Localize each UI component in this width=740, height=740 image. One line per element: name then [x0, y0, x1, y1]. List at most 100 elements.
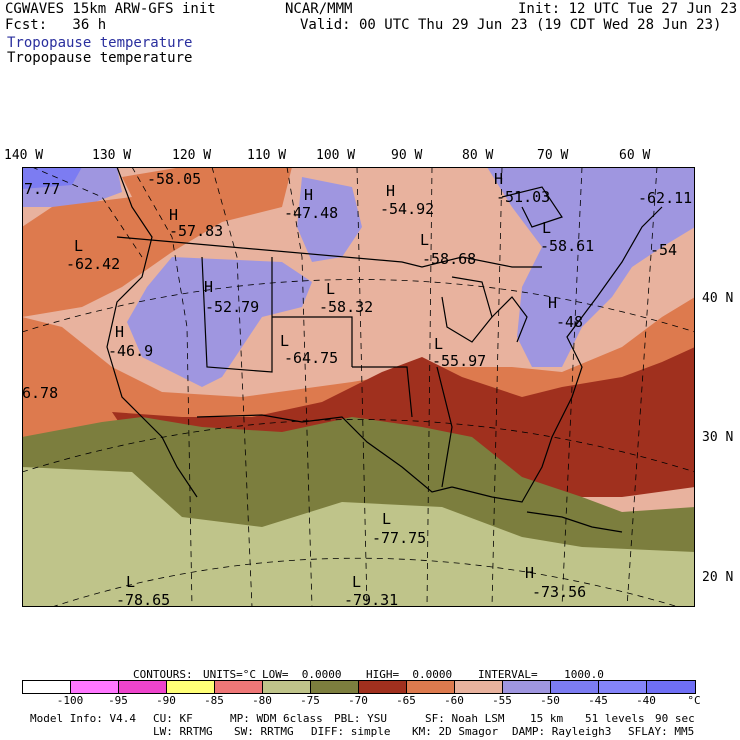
model-info: Model Info: V4.4	[30, 712, 136, 725]
shade-blue-nw	[22, 167, 82, 189]
map-value-bc: -58.05	[147, 170, 201, 188]
map-value-dakotas: -47.48	[284, 204, 338, 222]
resolution: 15 km	[530, 712, 564, 725]
colorbar-tick-label: -65	[396, 694, 416, 707]
model-title: CGWAVES 15km ARW-GFS init	[5, 1, 216, 17]
map-value-quebec: -51.03	[496, 188, 550, 206]
lon-label-60w: 60 W	[619, 148, 651, 163]
km-scheme: KM: 2D Smagor	[412, 725, 499, 738]
lon-label-130w: 130 W	[92, 148, 132, 163]
map-marker-low: L	[352, 573, 361, 591]
colorbar-swatch	[311, 681, 359, 693]
colorbar-swatch	[167, 681, 215, 693]
sw-scheme: SW: RRTMG	[234, 725, 294, 738]
map-marker-low: L	[382, 510, 391, 528]
shade-minus65-band	[112, 347, 695, 497]
colorbar-swatch	[455, 681, 503, 693]
map-marker-high: H	[169, 206, 178, 224]
map-value-new-england: -48	[556, 313, 583, 331]
timestep: 90 sec	[655, 712, 695, 725]
map-value-ne-edge: -62.11	[638, 189, 692, 207]
map-value-mexico-pacific: -78.65	[116, 591, 170, 607]
colorbar-swatch	[551, 681, 599, 693]
colorbar-tick-label: -85	[204, 694, 224, 707]
colorbar-tick-label: °C	[687, 694, 701, 707]
organization-label: NCAR/MMM	[285, 1, 353, 17]
map-value-pacific: -62.42	[66, 255, 120, 273]
coastlines-borders	[106, 167, 663, 533]
lon-label-120w: 120 W	[172, 148, 212, 163]
map-marker-high: H	[204, 278, 213, 296]
map-value-nevada: -46.9	[108, 342, 153, 360]
interval-label: INTERVAL= 1000.0	[478, 668, 604, 681]
map-value-idaho: -52.79	[205, 298, 259, 316]
colorbar-tick-label: -45	[588, 694, 608, 707]
lon-label-70w: 70 W	[537, 148, 569, 163]
diff-scheme: DIFF: simple	[311, 725, 391, 738]
levels: 51 levels	[585, 712, 645, 725]
map-value-ohio: -55.97	[432, 352, 486, 370]
map-marker-high: H	[115, 323, 124, 341]
lon-label-100w: 100 W	[316, 148, 356, 163]
map-marker-low: L	[74, 237, 83, 255]
map-marker-high: H	[386, 182, 395, 200]
lon-label-80w: 80 W	[462, 148, 494, 163]
map-marker-high: H	[548, 294, 557, 312]
map-value-ontario: -54.92	[380, 200, 434, 218]
lw-scheme: LW: RRTMG	[153, 725, 213, 738]
map-frame	[22, 167, 695, 607]
map-marker-low: L	[326, 280, 335, 298]
valid-time: Valid: 00 UTC Thu 29 Jun 23 (19 CDT Wed …	[300, 17, 722, 33]
lat-lon-grid	[22, 167, 695, 607]
sflay-scheme: SFLAY: MM5	[628, 725, 695, 738]
map-value-wa: -57.83	[169, 222, 223, 240]
lon-label-140w: 140 W	[4, 148, 44, 163]
tropopause-temperature-map: 7.77 -58.05 H -57.83 L -62.42 H -47.48 H…	[22, 167, 695, 607]
map-value-maine: -58.61	[540, 237, 594, 255]
forecast-hour: Fcst: 36 h	[5, 17, 107, 33]
lat-label-30n: 30 N	[702, 430, 734, 445]
map-marker-high: H	[525, 564, 534, 582]
colorbar-swatch	[503, 681, 551, 693]
shade-minus60-northwest	[22, 167, 292, 317]
colorbar-swatch	[407, 681, 455, 693]
map-value-colorado: -64.75	[284, 349, 338, 367]
field-title: Tropopause temperature	[7, 50, 193, 66]
colorbar-tick-label: -90	[156, 694, 176, 707]
colorbar-tick-label: -60	[444, 694, 464, 707]
lon-label-90w: 90 W	[391, 148, 423, 163]
map-value-nw-edge: 7.77	[24, 180, 60, 198]
colorbar-tick-label: -80	[252, 694, 272, 707]
colorbar-swatch	[23, 681, 71, 693]
low-label: LOW= 0.0000	[262, 668, 342, 681]
colorbar-swatch	[647, 681, 695, 693]
init-time: Init: 12 UTC Tue 27 Jun 23	[518, 1, 738, 17]
map-marker-high: H	[304, 186, 313, 204]
lat-label-40n: 40 N	[702, 291, 734, 306]
damp-scheme: DAMP: Rayleigh3	[512, 725, 612, 738]
map-marker-low: L	[542, 219, 551, 237]
map-value-gulf: -77.75	[372, 529, 426, 547]
map-marker-high: H	[494, 170, 503, 188]
colorbar-tick-label: -50	[540, 694, 560, 707]
colorbar-tick-label: -75	[300, 694, 320, 707]
map-value-w-edge: 6.78	[22, 384, 58, 402]
colorbar-tick-label: -70	[348, 694, 368, 707]
map-marker-low: L	[126, 573, 135, 591]
high-label: HIGH= 0.0000	[366, 668, 453, 681]
shade-purple-rockies	[127, 257, 312, 387]
shade-minus75-band	[22, 467, 695, 607]
colorbar-swatch	[215, 681, 263, 693]
colorbar-swatch	[119, 681, 167, 693]
colorbar-swatch	[359, 681, 407, 693]
colorbar	[22, 680, 696, 694]
colorbar-swatch	[71, 681, 119, 693]
map-value-superior: -58.68	[422, 250, 476, 268]
colorbar-swatch	[599, 681, 647, 693]
colorbar-tick-label: -100	[56, 694, 84, 707]
cu-scheme: CU: KF	[153, 712, 193, 725]
map-marker-low: L	[280, 332, 289, 350]
map-value-nebraska: -58.32	[319, 298, 373, 316]
contours-label: CONTOURS:	[133, 668, 193, 681]
map-value-atlantic: -54	[650, 241, 677, 259]
